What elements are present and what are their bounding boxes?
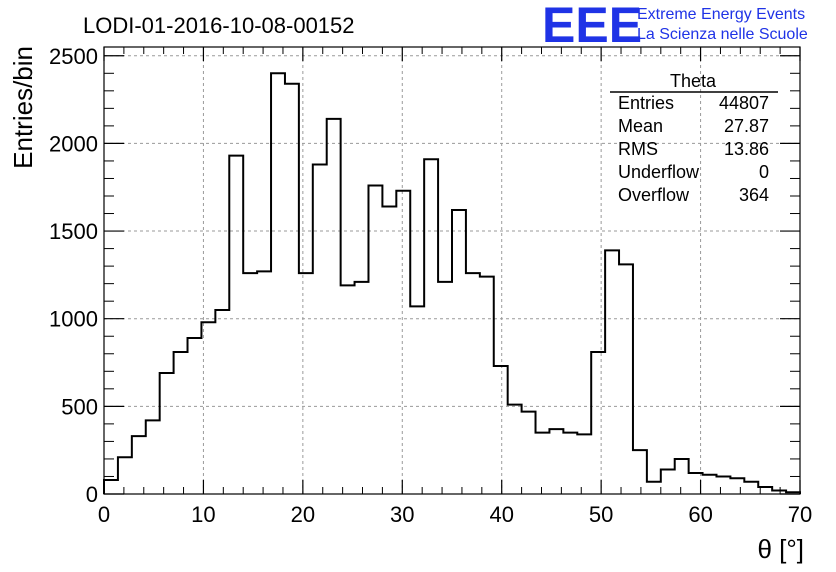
stats-row-value: 27.87 [724,116,769,136]
histogram-bin [494,366,508,494]
stats-row-value: 13.86 [724,139,769,159]
x-tick-label: 60 [688,502,712,527]
histogram-bin [341,285,355,494]
histogram-bin [396,191,410,494]
x-tick-label: 40 [489,502,513,527]
histogram-bin [452,210,466,494]
x-tick-label: 0 [98,502,110,527]
histogram-bin [480,277,494,494]
y-axis-title: Entries/bin [8,46,38,169]
histogram-bin [424,159,438,494]
histogram-bin [647,482,661,494]
x-axis-title: θ [°] [757,534,804,564]
stats-row-value: 44807 [719,93,769,113]
histogram-bin [675,459,689,494]
y-tick-label: 0 [86,482,98,507]
x-tick-label: 50 [589,502,613,527]
histogram-bin [703,475,717,494]
histogram-bin [285,84,299,494]
histogram-bin [271,73,285,494]
histogram-bin [577,434,591,494]
histogram-bin [104,480,118,494]
histogram-outline [103,72,801,494]
y-tick-label: 2500 [49,44,98,69]
histogram-bin [716,476,730,494]
histogram-bin [410,306,424,494]
histogram-bin [730,478,744,494]
stats-row-label: Mean [618,116,663,136]
stats-row-label: Entries [618,93,674,113]
grid-lines [104,47,800,494]
stats-row-label: RMS [618,139,658,159]
y-tick-label: 1000 [49,307,98,332]
histogram-bin [368,185,382,494]
histogram-bin [313,164,327,494]
stats-row-label: Overflow [618,185,690,205]
logo-line-1: Extreme Energy Events [637,6,805,23]
logo-line-2: La Scienza nelle Scuole [637,26,808,43]
stats-rows: Entries 44807 Mean 27.87 RMS 13.86 Underflow 0 O… [618,93,769,205]
histogram-bin [174,352,188,494]
axis-ticks [103,47,801,495]
histogram-bin [355,282,369,494]
stats-row-value: 0 [759,162,769,182]
histogram-bin [201,322,215,494]
histogram-bin [160,373,174,494]
y-tick-label: 2000 [49,131,98,156]
x-tick-label: 10 [191,502,215,527]
histogram-bin [563,433,577,494]
x-tick-labels: 0 10 20 30 40 50 60 70 [98,502,812,527]
histogram-bars [103,72,801,494]
histogram-bin [327,119,341,494]
histogram-bin [536,433,550,494]
logo-mark: EEE [542,0,642,53]
histogram-bin [215,310,229,494]
histogram-bin [188,338,202,494]
histogram-bin [438,282,452,494]
histogram-bin [466,273,480,494]
histogram-bin [229,156,243,494]
histogram-bin [744,482,758,494]
x-tick-label: 70 [788,502,812,527]
histogram-bin [619,264,633,494]
histogram-bin [633,450,647,494]
histogram-bin [591,352,605,494]
histogram-bin [243,273,257,494]
histogram-bin [299,273,313,494]
stats-row-value: 364 [739,185,769,205]
histogram-bin [257,271,271,494]
chart-title: LODI-01-2016-10-08-00152 [83,13,355,38]
stats-title: Theta [670,71,717,91]
histogram-bin [508,405,522,494]
plot-frame [103,46,801,495]
histogram-bin [549,429,563,494]
histogram-bin [382,207,396,494]
histogram-bin [118,457,132,494]
y-tick-labels: 0 500 1000 1500 2000 2500 [49,44,98,507]
stats-row-label: Underflow [618,162,700,182]
histogram-bin [522,412,536,494]
x-tick-label: 30 [390,502,414,527]
eee-logo: EEE Extreme Energy Events La Scienza nel… [542,0,808,53]
histogram-bin [605,250,619,494]
x-tick-label: 20 [291,502,315,527]
histogram-bin [146,420,160,494]
histogram-bin [132,436,146,494]
histogram-bin [661,469,675,494]
y-tick-label: 500 [61,394,98,419]
y-tick-label: 1500 [49,219,98,244]
stats-box: Theta Entries 44807 Mean 27.87 RMS 13.86 Under… [610,71,778,205]
